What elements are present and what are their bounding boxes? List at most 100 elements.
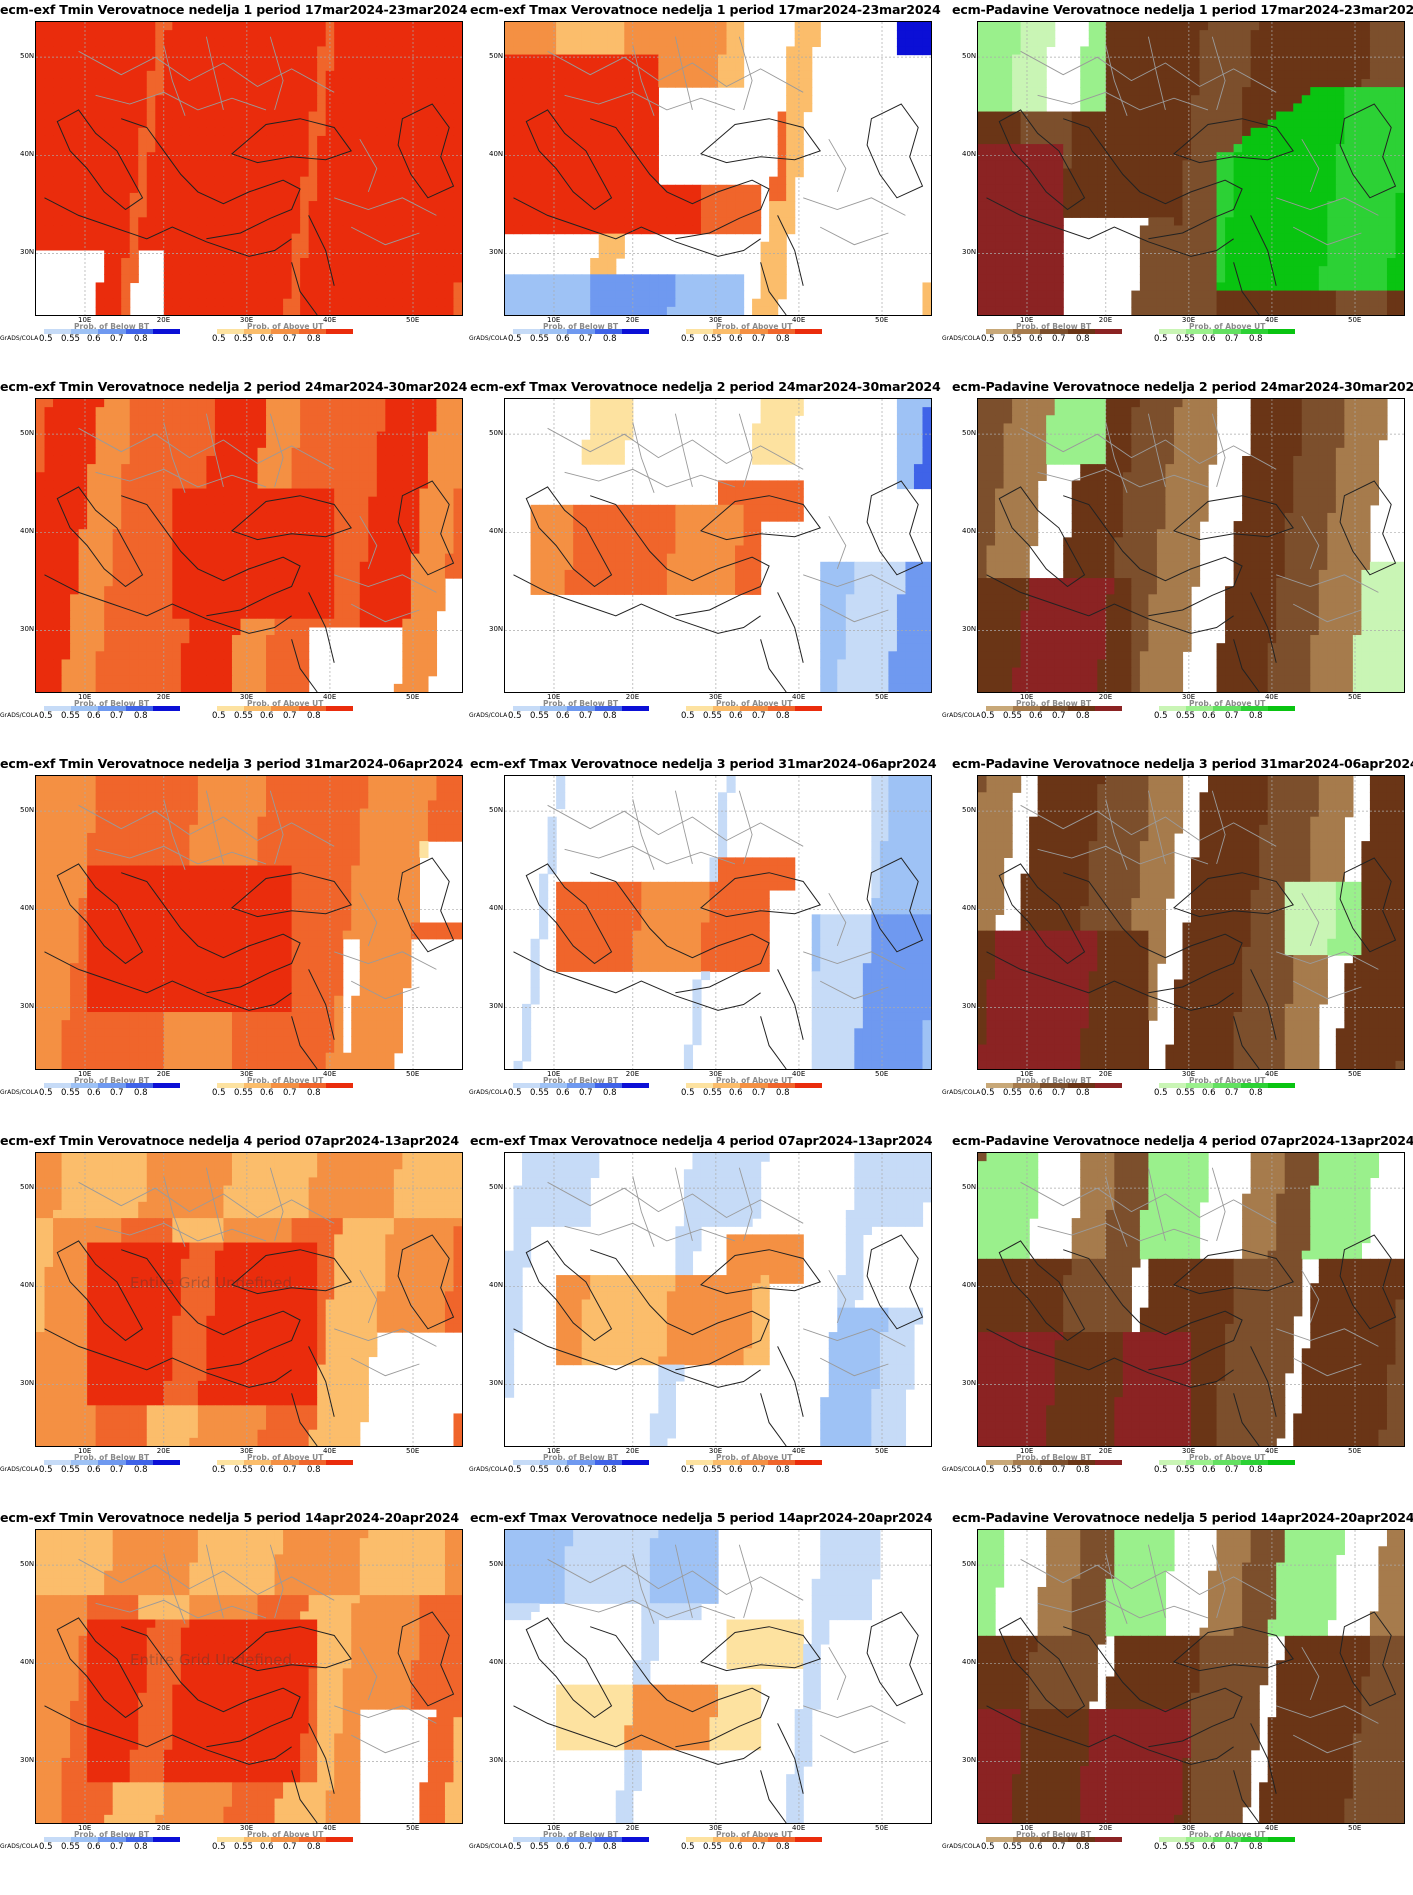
coastline — [308, 1723, 335, 1794]
lat-label: 30N — [20, 625, 34, 633]
colorbar-swatch — [567, 1083, 595, 1088]
country-border — [1147, 1167, 1166, 1242]
colorbar-swatch — [594, 1837, 622, 1842]
panel-title: ecm-exf Tmin Verovatnoce nedelja 4 perio… — [0, 1133, 459, 1148]
coastline — [1173, 872, 1295, 918]
coastline — [56, 486, 144, 588]
colorbar-tick: 0.6 — [729, 1465, 743, 1475]
probability-map — [978, 399, 1404, 692]
lon-label: 10E — [1020, 693, 1033, 701]
colorbar-swatch — [1213, 1837, 1241, 1842]
country-border — [819, 1734, 889, 1754]
colorbar-tick: 0.7 — [110, 334, 124, 344]
country-border — [78, 1558, 335, 1601]
colorbar-tick: 0.55 — [1003, 711, 1022, 721]
coastline — [700, 872, 822, 918]
colorbar-above — [217, 1837, 354, 1842]
grads-label: GrADS/COLA — [942, 1089, 980, 1096]
coastline — [998, 1617, 1086, 1719]
country-border — [95, 468, 267, 488]
coastline — [308, 215, 335, 286]
colorbar-title-below: Prob. of Below BT — [1016, 699, 1091, 708]
lat-label: 50N — [20, 806, 34, 814]
probability-map — [36, 22, 462, 315]
coastline — [1339, 857, 1397, 953]
coastline — [291, 1393, 318, 1446]
coastline — [777, 969, 804, 1040]
colorbar-tick: 0.55 — [530, 1465, 549, 1475]
colorbar-swatch — [986, 1460, 1014, 1465]
colorbar-swatch — [686, 1837, 714, 1842]
map-area — [504, 1529, 932, 1824]
probability-map — [36, 1530, 462, 1823]
grads-label: GrADS/COLA — [0, 1843, 38, 1850]
country-border — [632, 422, 655, 493]
coastline — [1063, 495, 1243, 617]
lon-label: 40E — [792, 316, 805, 324]
colorbar-tick: 0.55 — [703, 1465, 722, 1475]
colorbar-title-below: Prob. of Below BT — [74, 1076, 149, 1085]
lon-label: 40E — [323, 693, 336, 701]
panel-title: ecm-Padavine Verovatnoce nedelja 2 perio… — [952, 379, 1413, 394]
country-border — [78, 427, 335, 470]
probability-map — [36, 1153, 462, 1446]
country-border — [359, 1646, 378, 1701]
lon-label: 20E — [1099, 693, 1112, 701]
lat-label: 40N — [20, 904, 34, 912]
colorbar-tick: 0.6 — [1202, 1088, 1216, 1098]
country-border — [1105, 422, 1128, 493]
colorbar-tick: 0.55 — [1176, 1842, 1195, 1852]
colorbar-swatch — [98, 1460, 126, 1465]
colorbar-swatch — [325, 1460, 354, 1465]
colorbar-swatch — [567, 329, 595, 334]
colorbar-swatch — [1094, 329, 1123, 334]
coastline — [1250, 215, 1277, 286]
coastline — [998, 1240, 1086, 1342]
lon-label: 50E — [1348, 693, 1361, 701]
coastline — [590, 1626, 770, 1748]
colorbar-tick: 0.6 — [729, 1088, 743, 1098]
colorbar-tick: 0.8 — [1249, 1088, 1263, 1098]
colorbar-swatch — [713, 1083, 741, 1088]
colorbar-swatch — [1213, 329, 1241, 334]
colorbar-tick: 0.55 — [530, 1088, 549, 1098]
colorbar-swatch — [1013, 329, 1041, 334]
map-area — [35, 1152, 463, 1447]
country-border — [1211, 36, 1226, 111]
colorbar-tick: 0.8 — [1249, 1842, 1263, 1852]
coastline — [1063, 872, 1243, 994]
coastline — [291, 1016, 318, 1069]
colorbar-tick: 0.6 — [729, 334, 743, 344]
colorbar-swatch — [298, 1083, 326, 1088]
colorbar-above — [217, 706, 354, 711]
country-border — [359, 892, 378, 947]
country-border — [1301, 1269, 1320, 1324]
lat-label: 40N — [489, 150, 503, 158]
colorbar-tick: 0.55 — [1003, 334, 1022, 344]
coastline — [590, 118, 770, 240]
lat-label: 30N — [962, 1756, 976, 1764]
lon-label: 20E — [157, 693, 170, 701]
country-border — [1301, 892, 1320, 947]
probability-map — [505, 1530, 931, 1823]
lon-label: 10E — [547, 1070, 560, 1078]
map-panel: ecm-Padavine Verovatnoce nedelja 1 perio… — [942, 0, 1413, 377]
colorbar-swatch — [513, 706, 541, 711]
coastline — [1250, 1723, 1277, 1794]
colorbar-tick: 0.55 — [703, 1088, 722, 1098]
coastline — [1173, 118, 1295, 164]
country-border — [95, 1222, 267, 1242]
panel-title: ecm-exf Tmin Verovatnoce nedelja 1 perio… — [0, 2, 467, 17]
colorbar-swatch — [1267, 1837, 1296, 1842]
colorbar-tick: 0.6 — [260, 1088, 274, 1098]
colorbar-title-below: Prob. of Below BT — [1016, 1830, 1091, 1839]
colorbar-swatch — [540, 1837, 568, 1842]
lon-label: 40E — [792, 1070, 805, 1078]
country-border — [1020, 804, 1277, 847]
country-border — [95, 91, 267, 111]
colorbar-swatch — [513, 329, 541, 334]
country-border — [674, 36, 693, 111]
colorbar-tick: 0.8 — [1076, 1842, 1090, 1852]
country-border — [632, 799, 655, 870]
lat-label: 30N — [962, 248, 976, 256]
